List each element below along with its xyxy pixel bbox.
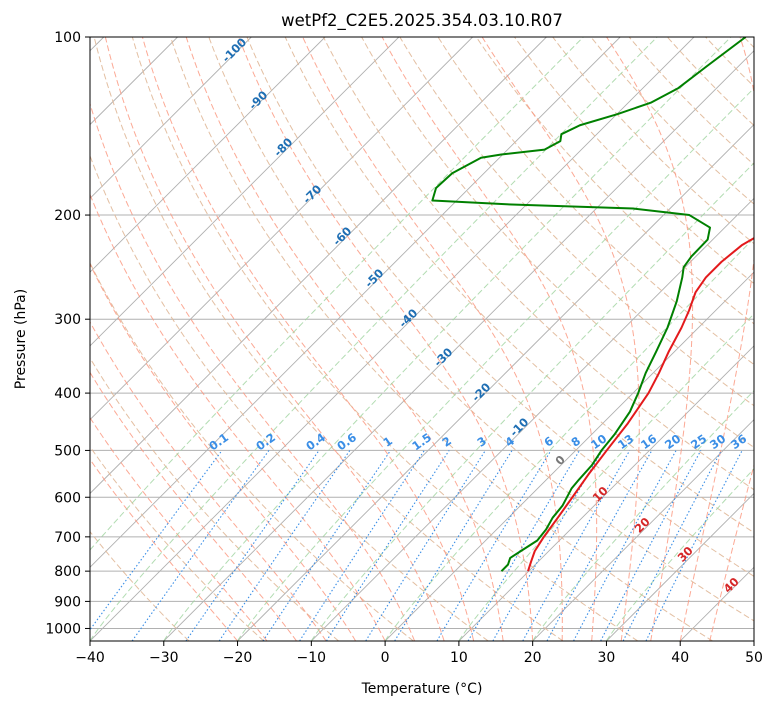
dewpoint-profile-line xyxy=(431,37,747,572)
dry-adiabat-line xyxy=(90,261,414,641)
y-tick-label: 1000 xyxy=(45,621,81,637)
dry-adiabat-line xyxy=(90,530,190,641)
isotherm-line xyxy=(90,37,547,495)
dry-adiabat-line xyxy=(93,37,564,641)
mixing-ratio-line xyxy=(546,450,653,641)
moist-adiabat-line xyxy=(90,193,386,641)
dry-adiabat-line xyxy=(131,37,639,641)
moist-adiabat-line xyxy=(90,371,297,641)
y-tick-label: 900 xyxy=(54,594,81,610)
mixing-ratio-line xyxy=(645,450,743,641)
x-tick-label: −20 xyxy=(223,650,253,666)
reference-curve-line xyxy=(90,37,584,551)
isotherm-line xyxy=(163,50,754,641)
x-tick-label: 40 xyxy=(671,650,689,666)
mixing-ratio-line xyxy=(436,450,552,641)
reference-curve-line xyxy=(90,37,658,641)
isotherm-line xyxy=(237,123,754,641)
y-tick-label: 700 xyxy=(54,530,81,546)
moist-adiabat-line xyxy=(606,37,694,641)
reference-curve-line xyxy=(237,87,754,641)
mixing-ratio-line xyxy=(492,450,603,641)
mixing-ratio-line xyxy=(600,450,702,641)
x-tick-label: −10 xyxy=(297,650,327,666)
dry-adiabat-line xyxy=(361,37,754,449)
reference-curve-line xyxy=(163,37,732,641)
isotherm-line xyxy=(458,345,754,641)
isotherm-line xyxy=(606,492,754,641)
x-axis-label: Temperature (°C) xyxy=(361,681,483,697)
isotherm-line xyxy=(90,37,473,421)
moist-adiabat-line xyxy=(381,37,598,641)
x-tick-label: 10 xyxy=(450,650,468,666)
isotherm-line xyxy=(90,37,621,568)
moist-adiabat-line xyxy=(90,458,238,641)
dry-adiabat-line xyxy=(399,37,754,407)
reference-curve-line xyxy=(384,237,754,641)
moist-adiabat-line xyxy=(90,262,357,641)
y-tick-label: 400 xyxy=(54,386,81,402)
x-tick-label: −30 xyxy=(149,650,179,666)
y-tick-label: 100 xyxy=(54,30,81,46)
moist-adiabat-line xyxy=(238,37,534,641)
moist-adiabat-line xyxy=(141,37,475,641)
reference-curve-line xyxy=(532,389,754,641)
mixing-ratio-line xyxy=(394,450,513,641)
dry-adiabat-line xyxy=(208,37,754,622)
mixing-ratio-line xyxy=(90,450,223,631)
isotherm-line xyxy=(90,37,400,347)
dry-adiabat-line xyxy=(475,37,754,325)
reference-curve-line xyxy=(310,162,754,641)
moist-adiabat-line xyxy=(90,416,268,641)
x-tick-label: 0 xyxy=(381,650,390,666)
x-tick-label: 30 xyxy=(598,650,616,666)
plot-frame xyxy=(89,36,755,642)
isotherm-line xyxy=(90,37,252,199)
y-tick-label: 600 xyxy=(54,490,81,506)
reference-curve-line xyxy=(606,468,754,641)
reference-curve-line xyxy=(458,313,754,641)
y-axis-label: Pressure (hPa) xyxy=(13,289,29,389)
chart-title: wetPf2_C2E5.2025.354.03.10.R07 xyxy=(281,11,563,31)
mixing-ratio-line xyxy=(299,450,425,641)
dry-adiabat-line xyxy=(284,37,754,534)
isotherm-line xyxy=(384,271,754,641)
y-tick-label: 500 xyxy=(54,443,81,459)
dry-adiabat-line xyxy=(170,37,713,641)
mixing-ratio-line xyxy=(262,450,392,641)
x-tick-label: 50 xyxy=(745,650,763,666)
moist-adiabat-line xyxy=(679,37,754,641)
mixing-ratio-line xyxy=(573,450,677,641)
y-tick-label: 200 xyxy=(54,208,81,224)
isotherm-line xyxy=(532,419,754,641)
dry-adiabat-line xyxy=(246,37,754,577)
x-tick-label: 20 xyxy=(524,650,542,666)
dry-adiabat-line xyxy=(90,154,489,641)
mixing-ratio-line xyxy=(218,450,351,641)
dry-adiabat-line xyxy=(90,445,265,641)
temperature-profile-line xyxy=(527,236,754,572)
dry-adiabat-line xyxy=(90,357,339,641)
x-tick-label: −40 xyxy=(75,650,105,666)
moist-adiabat-line xyxy=(90,102,416,641)
y-tick-label: 800 xyxy=(54,564,81,580)
mixing-ratio-line xyxy=(467,450,581,641)
isotherm-line xyxy=(90,37,695,641)
moist-adiabat-line xyxy=(481,37,640,641)
mixing-ratio-line xyxy=(622,450,722,641)
mixing-ratio-line xyxy=(522,450,631,641)
y-tick-label: 300 xyxy=(54,312,81,328)
dry-adiabat-line xyxy=(514,37,754,285)
moist-adiabat-line xyxy=(104,37,445,641)
mixing-ratio-line xyxy=(325,450,450,641)
moist-adiabat-line xyxy=(302,37,563,641)
isotherm-line xyxy=(90,37,326,273)
